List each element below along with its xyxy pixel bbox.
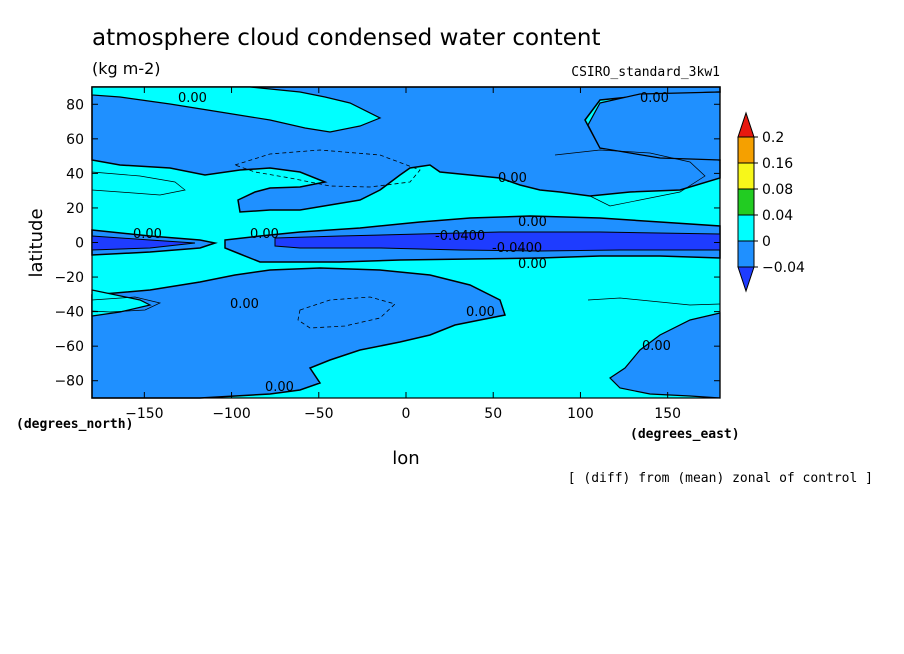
contour-label: 0.00: [640, 91, 669, 106]
y-tick-label: −80: [54, 374, 84, 390]
colorbar-label: 0.2: [762, 130, 784, 146]
contour-label: 0.00: [518, 215, 547, 230]
model-name: CSIRO_standard_3kw1: [571, 65, 720, 80]
colorbar-label: 0: [762, 234, 771, 250]
dashed-contour-south: [297, 296, 396, 329]
contour-label: 0.00: [498, 171, 527, 186]
y-axis-ticks: −80 −60 −40 −20 0 20 40 60 80: [54, 97, 720, 390]
thin-contour-ne: [554, 149, 706, 207]
x-tick-label: −150: [125, 406, 163, 422]
x-units: (degrees_east): [630, 427, 740, 442]
y-tick-label: 40: [66, 166, 84, 182]
y-tick-label: 20: [66, 201, 84, 217]
x-axis-ticks: −150 −100 −50 0 50 100 150: [125, 87, 681, 422]
y-tick-label: 60: [66, 132, 84, 148]
x-tick-label: 0: [402, 406, 411, 422]
y-units: (degrees_north): [16, 417, 133, 432]
region-south-east: [609, 312, 721, 399]
chart-units: (kg m-2): [92, 59, 161, 78]
x-tick-label: −50: [304, 406, 334, 422]
contour-label: -0.0400: [435, 229, 485, 244]
colorbar-label: 0.08: [762, 182, 793, 198]
y-tick-label: −60: [54, 339, 84, 355]
y-tick-label: −40: [54, 305, 84, 321]
contour-label: 0.00: [642, 339, 671, 354]
x-tick-label: −100: [212, 406, 250, 422]
contour-labels: 0.00 0.00 0.00 0.00 0.00 0.00 0.00 0.00 …: [133, 91, 671, 395]
x-tick-label: 100: [567, 406, 594, 422]
chart-title: atmosphere cloud condensed water content: [92, 25, 600, 51]
colorbar-label: 0.04: [762, 208, 793, 224]
colorbar: 0.2 0.16 0.08 0.04 0 −0.04: [737, 111, 805, 293]
thin-contour-se: [587, 297, 721, 306]
thin-contour-nw: [91, 171, 186, 196]
colorbar-segment: [737, 188, 755, 216]
contour-label: 0.00: [518, 257, 547, 272]
contour-label: 0.00: [133, 227, 162, 242]
contour-label: 0.00: [466, 305, 495, 320]
colorbar-extend-top: [737, 111, 755, 138]
colorbar-label: −0.04: [762, 260, 805, 276]
x-axis-label: lon: [392, 448, 419, 469]
y-tick-label: 0: [75, 236, 84, 252]
region-north-east: [587, 91, 721, 161]
region-north-polar-cap: [91, 86, 382, 133]
x-tick-label: 150: [654, 406, 681, 422]
dashed-contour-north: [233, 149, 421, 188]
colorbar-segment: [737, 162, 755, 190]
plot-area: 0.00 0.00 0.00 0.00 0.00 0.00 0.00 0.00 …: [91, 86, 721, 399]
contour-label: 0.00: [230, 297, 259, 312]
y-axis-label: latitude: [26, 208, 47, 277]
x-tick-label: 50: [484, 406, 502, 422]
y-tick-label: −20: [54, 270, 84, 286]
region-south: [91, 267, 506, 399]
diff-note: [ (diff) from (mean) zonal of control ]: [568, 471, 873, 486]
contour-label: 0.00: [178, 91, 207, 106]
colorbar-extend-bottom: [737, 266, 755, 293]
colorbar-label: 0.16: [762, 156, 793, 172]
thin-contour-sw: [91, 296, 162, 313]
contour-label: 0.00: [250, 227, 279, 242]
contour-label: 0.00: [265, 380, 294, 395]
y-tick-label: 80: [66, 97, 84, 113]
colorbar-segment: [737, 136, 755, 164]
contour-label: -0.0400: [492, 241, 542, 256]
colorbar-segment: [737, 240, 755, 268]
colorbar-segment: [737, 214, 755, 242]
